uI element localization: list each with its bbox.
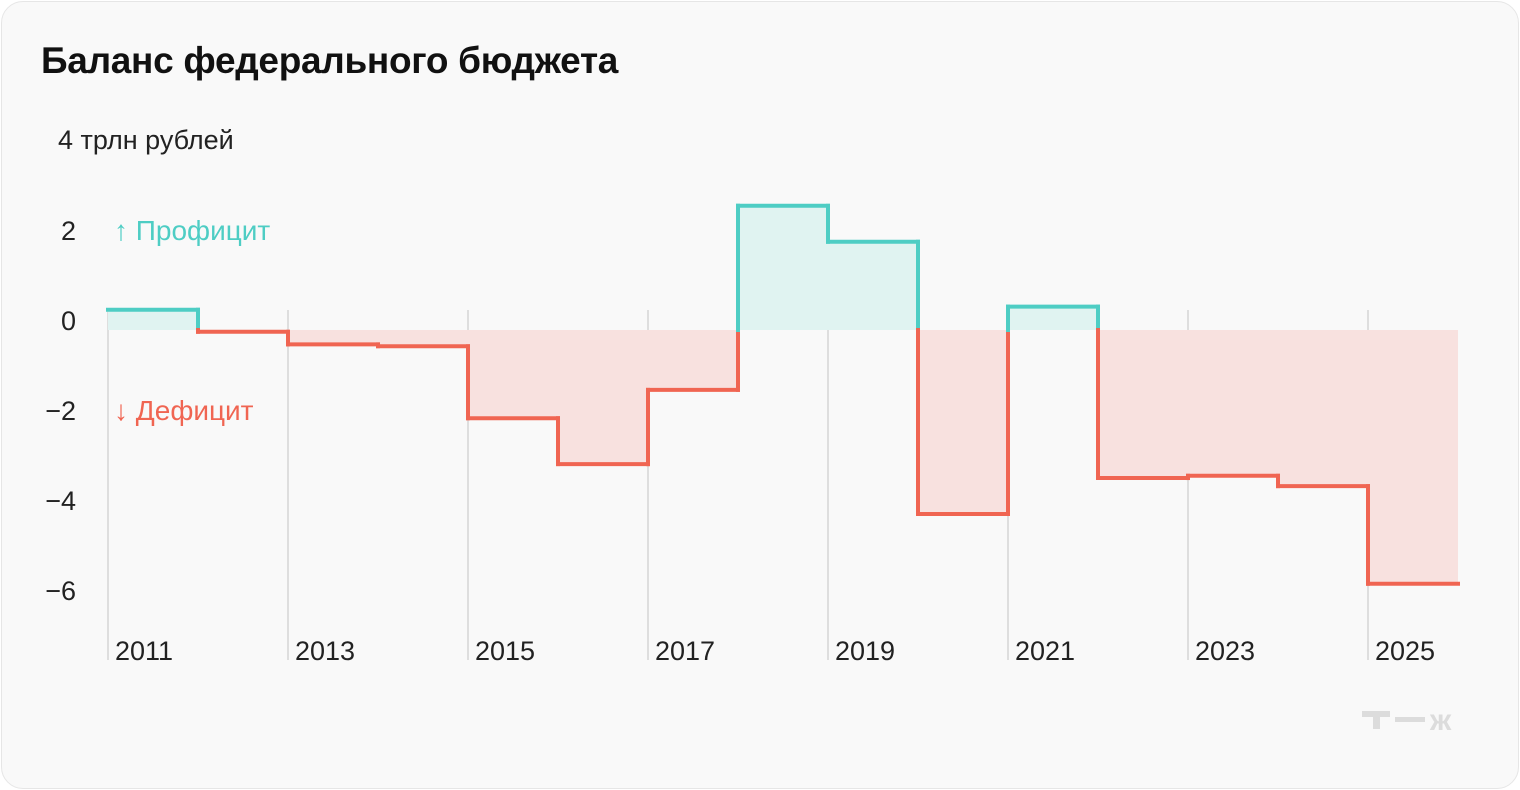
x-tick-label: 2019 [835,636,895,666]
bar-fill-2016 [558,330,648,465]
x-tick-label: 2021 [1015,636,1075,666]
bar-fill-2018 [738,205,828,330]
x-tick-label: 2011 [115,636,173,666]
x-tick-label: 2015 [475,636,535,666]
bar-fill-2019 [828,241,918,330]
bar-fill-2022 [1098,330,1188,479]
bar-fill-2025 [1368,330,1458,584]
logo: ж [1362,704,1452,737]
bar-fill-2021 [1008,306,1098,330]
bar-fill-2014 [378,330,468,347]
legend-deficit: ↓ Дефицит [114,395,254,426]
chart-title: Баланс федерального бюджета [41,40,619,81]
legend-surplus: ↑ Профицит [114,215,270,246]
x-tick-label: 2025 [1375,636,1435,666]
bar-fill-2020 [918,330,1008,515]
bar-fill-2013 [288,330,378,345]
bar-fill-2024 [1278,330,1368,487]
bar-fill-2017 [648,330,738,390]
y-tick-label: −6 [45,576,76,606]
x-tick-label: 2013 [295,636,355,666]
bar-fill-2011 [108,309,198,330]
svg-text:ж: ж [1429,704,1452,737]
unit-label: 4 трлн рублей [58,125,234,155]
y-tick-label: 2 [61,216,76,246]
y-tick-label: −2 [45,396,76,426]
bar-fill-2015 [468,330,558,419]
x-tick-label: 2017 [655,636,715,666]
bar-fill-2023 [1188,330,1278,476]
x-tick-label: 2023 [1195,636,1255,666]
y-tick-label: −4 [45,486,76,516]
y-tick-label: 0 [61,306,76,336]
